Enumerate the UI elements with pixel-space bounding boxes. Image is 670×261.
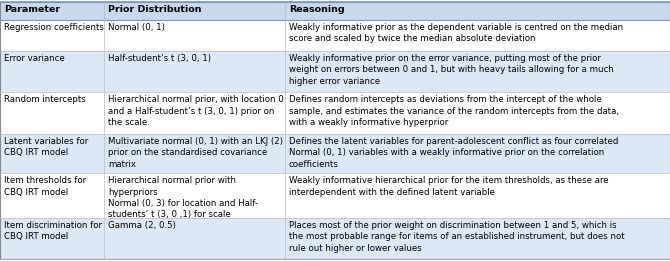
Bar <box>0 173 104 217</box>
Text: Defines the latent variables for parent-adolescent conflict as four correlated
N: Defines the latent variables for parent-… <box>289 137 618 169</box>
Text: Latent variables for
CBQ IRT model: Latent variables for CBQ IRT model <box>4 137 88 157</box>
Bar <box>285 134 670 173</box>
Bar <box>285 217 670 259</box>
Bar <box>104 134 285 173</box>
Text: Weakly informative hierarchical prior for the item thresholds, as these are
inte: Weakly informative hierarchical prior fo… <box>289 176 608 197</box>
Text: Prior Distribution: Prior Distribution <box>108 5 202 14</box>
Text: Weakly informative prior as the dependent variable is centred on the median
scor: Weakly informative prior as the dependen… <box>289 23 623 43</box>
Text: Random intercepts: Random intercepts <box>4 95 86 104</box>
Bar <box>0 20 104 51</box>
Bar <box>285 20 670 51</box>
Text: Half-student’s t (3, 0, 1): Half-student’s t (3, 0, 1) <box>108 54 211 63</box>
Text: Normal (0, 1): Normal (0, 1) <box>108 23 165 32</box>
Text: Hierarchical normal prior with
hyperpriors
Normal (0, 3) for location and Half-
: Hierarchical normal prior with hyperprio… <box>108 176 258 220</box>
Text: Defines random intercepts as deviations from the intercept of the whole
sample, : Defines random intercepts as deviations … <box>289 95 619 127</box>
Text: Parameter: Parameter <box>4 5 60 14</box>
Text: Gamma (2, 0.5): Gamma (2, 0.5) <box>108 221 176 230</box>
Bar <box>104 92 285 134</box>
Bar <box>104 51 285 92</box>
Bar <box>0 2 104 20</box>
Text: Places most of the prior weight on discrimination between 1 and 5, which is
the : Places most of the prior weight on discr… <box>289 221 624 252</box>
Text: Hierarchical normal prior, with location 0
and a Half-student’s t (3, 0, 1) prio: Hierarchical normal prior, with location… <box>108 95 284 127</box>
Text: Multivariate normal (0, 1) with an LKJ (2)
prior on the standardised covariance
: Multivariate normal (0, 1) with an LKJ (… <box>108 137 283 169</box>
Text: Item thresholds for
CBQ IRT model: Item thresholds for CBQ IRT model <box>4 176 86 197</box>
Bar <box>0 134 104 173</box>
Text: Reasoning: Reasoning <box>289 5 344 14</box>
Bar <box>285 2 670 20</box>
Bar <box>104 173 285 217</box>
Text: Regression coefficients: Regression coefficients <box>4 23 104 32</box>
Bar <box>104 2 285 20</box>
Bar <box>285 173 670 217</box>
Text: Item discrimination for
CBQ IRT model: Item discrimination for CBQ IRT model <box>4 221 102 241</box>
Bar <box>0 217 104 259</box>
Bar <box>285 51 670 92</box>
Text: Weakly informative prior on the error variance, putting most of the prior
weight: Weakly informative prior on the error va… <box>289 54 614 86</box>
Text: Error variance: Error variance <box>4 54 65 63</box>
Bar <box>104 217 285 259</box>
Bar <box>0 92 104 134</box>
Bar <box>104 20 285 51</box>
Bar <box>285 92 670 134</box>
Bar <box>0 51 104 92</box>
